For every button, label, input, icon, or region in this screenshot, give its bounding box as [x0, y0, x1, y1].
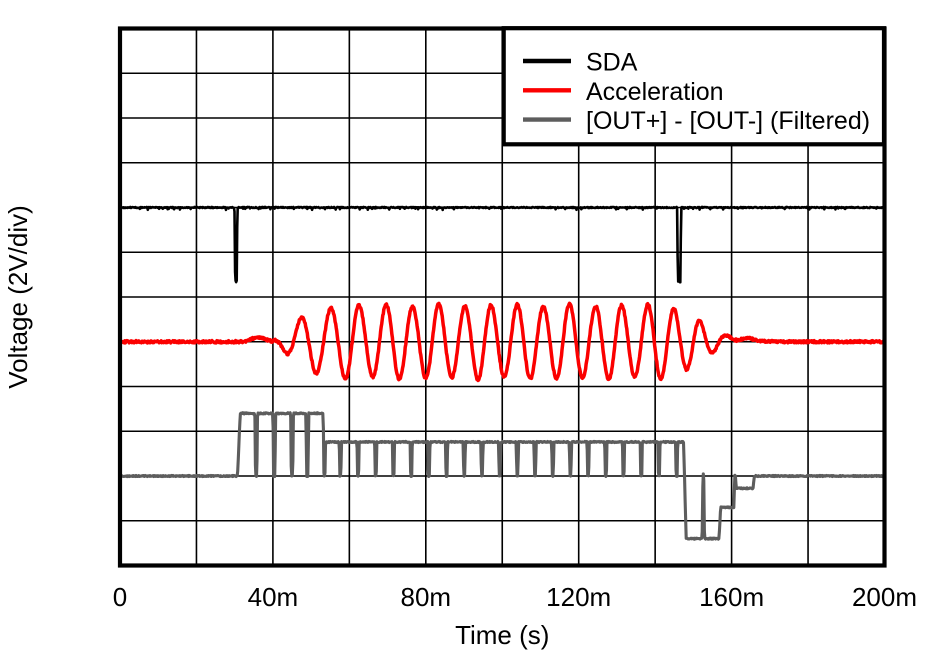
legend-label-acceleration: Acceleration — [586, 78, 724, 106]
x-axis-title: Time (s) — [455, 620, 549, 650]
legend-label-sda: SDA — [586, 49, 638, 77]
x-tick-label-80m: 80m — [401, 582, 452, 612]
x-tick-label-200m: 200m — [852, 582, 917, 612]
x-axis-tick-labels: 0 40m 80m 120m 160m 200m — [113, 582, 917, 612]
legend: SDA Acceleration [OUT+] - [OUT-] (Filter… — [501, 26, 887, 147]
x-tick-label-120m: 120m — [546, 582, 611, 612]
legend-label-out-diff: [OUT+] - [OUT-] (Filtered) — [586, 107, 870, 135]
y-axis-title: Voltage (2V/div) — [3, 205, 33, 389]
legend-box — [501, 26, 887, 147]
x-tick-label-40m: 40m — [248, 582, 299, 612]
x-tick-label-0: 0 — [113, 582, 127, 612]
trace-out-out-filtered — [118, 411, 886, 541]
trace-sda — [118, 205, 886, 284]
x-tick-label-160m: 160m — [699, 582, 764, 612]
waveform-traces — [118, 205, 886, 541]
trace-acceleration — [118, 301, 886, 383]
